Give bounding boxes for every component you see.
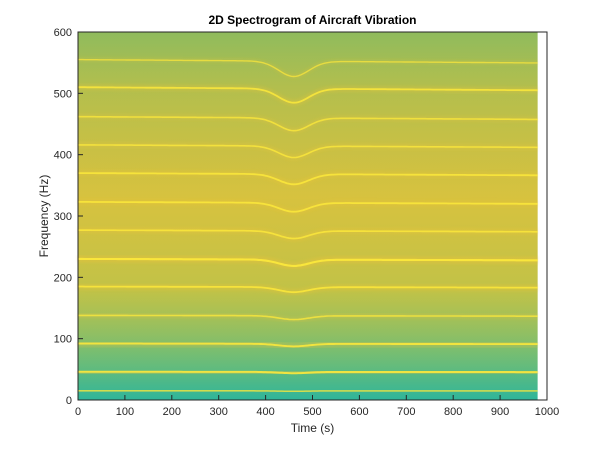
harmonic-band: [78, 285, 538, 294]
plot-area: [77, 31, 548, 401]
x-tick-label: 500: [303, 406, 321, 418]
y-tick-label: 300: [54, 211, 72, 223]
y-axis: 0 100 200 300 400 500 600: [54, 27, 83, 407]
y-axis-title: Frequency (Hz): [37, 175, 51, 258]
harmonic-band: [78, 370, 538, 375]
y-tick-label: 400: [54, 150, 72, 162]
x-tick-label: 0: [75, 406, 81, 418]
y-tick-label: 500: [54, 88, 72, 100]
x-tick-label: 800: [444, 406, 462, 418]
y-tick-label: 0: [66, 395, 72, 407]
harmonic-band: [78, 201, 538, 213]
x-tick-label: 200: [163, 406, 181, 418]
harmonic-band: [77, 115, 538, 132]
harmonic-band: [78, 144, 538, 159]
chart-title: 2D Spectrogram of Aircraft Vibration: [208, 13, 416, 27]
x-tick-label: 900: [491, 406, 509, 418]
harmonic-band: [78, 390, 538, 393]
x-tick-label: 1000: [535, 406, 559, 418]
x-tick-label: 400: [256, 406, 274, 418]
x-tick-label: 600: [350, 406, 368, 418]
harmonic-band: [78, 314, 538, 321]
harmonic-bands: [77, 32, 538, 400]
harmonic-band: [78, 342, 538, 348]
harmonic-band: [78, 229, 538, 240]
x-axis: 0 100 200 300 400 500 600 700 800 900 1000: [75, 395, 559, 418]
harmonic-band: [78, 58, 538, 78]
x-tick-label: 700: [397, 406, 415, 418]
y-tick-label: 100: [54, 334, 72, 346]
y-tick-label: 200: [54, 272, 72, 284]
x-tick-label: 100: [116, 406, 134, 418]
x-tick-label: 300: [210, 406, 228, 418]
harmonic-band: [78, 257, 538, 267]
y-tick-label: 600: [54, 27, 72, 39]
harmonic-band: [78, 86, 538, 104]
energy-glow: [78, 32, 538, 400]
harmonic-band: [78, 172, 538, 186]
x-axis-title: Time (s): [291, 421, 335, 435]
